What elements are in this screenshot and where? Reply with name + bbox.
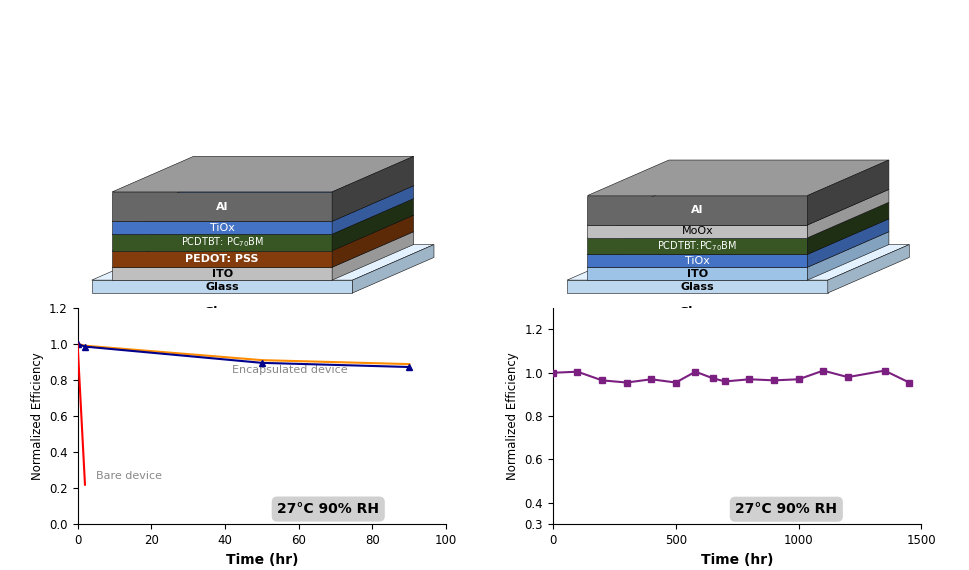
Text: Glass: Glass <box>678 306 715 319</box>
Polygon shape <box>587 189 888 225</box>
Polygon shape <box>567 245 908 280</box>
Text: MoOx: MoOx <box>681 226 712 237</box>
Polygon shape <box>806 160 888 225</box>
Text: Bare device: Bare device <box>96 471 162 481</box>
Polygon shape <box>587 219 888 254</box>
Polygon shape <box>112 186 413 221</box>
Text: ITO: ITO <box>211 268 233 279</box>
X-axis label: Time (hr): Time (hr) <box>226 553 297 567</box>
Text: PCDTBT:PC$_{70}$BM: PCDTBT:PC$_{70}$BM <box>657 239 736 253</box>
Polygon shape <box>806 189 888 238</box>
Polygon shape <box>331 186 413 234</box>
Text: Encapsulated device: Encapsulated device <box>233 365 348 375</box>
Y-axis label: Normalized Efficiency: Normalized Efficiency <box>31 352 44 480</box>
Text: TiOx: TiOx <box>684 256 709 266</box>
Polygon shape <box>112 234 331 251</box>
Polygon shape <box>567 280 827 293</box>
Y-axis label: Normalized Efficiency: Normalized Efficiency <box>506 352 518 480</box>
Polygon shape <box>587 196 806 225</box>
Text: 27°C 90% RH: 27°C 90% RH <box>277 502 379 516</box>
Polygon shape <box>587 238 806 254</box>
Polygon shape <box>331 215 413 267</box>
Polygon shape <box>112 251 331 267</box>
Polygon shape <box>331 231 413 280</box>
Polygon shape <box>112 267 331 280</box>
Polygon shape <box>92 245 433 280</box>
Polygon shape <box>587 231 888 267</box>
Text: PEDOT: PSS: PEDOT: PSS <box>185 254 259 264</box>
Polygon shape <box>587 202 888 238</box>
Text: Al: Al <box>216 202 228 211</box>
Polygon shape <box>587 267 806 280</box>
Text: Glass: Glass <box>205 282 238 291</box>
Polygon shape <box>331 156 413 221</box>
Text: PCDTBT: PC$_{70}$BM: PCDTBT: PC$_{70}$BM <box>180 235 264 249</box>
Polygon shape <box>331 198 413 251</box>
Polygon shape <box>112 192 331 221</box>
Text: 27°C 90% RH: 27°C 90% RH <box>735 502 836 516</box>
Polygon shape <box>112 198 413 234</box>
Polygon shape <box>112 231 413 267</box>
X-axis label: Time (hr): Time (hr) <box>701 553 772 567</box>
Text: Glass: Glass <box>680 282 713 291</box>
Text: Glass: Glass <box>203 306 240 319</box>
Polygon shape <box>806 202 888 254</box>
Polygon shape <box>112 215 413 251</box>
Text: TiOx: TiOx <box>209 223 234 233</box>
Text: Al: Al <box>691 205 703 215</box>
Polygon shape <box>112 221 331 234</box>
Polygon shape <box>352 245 433 293</box>
Polygon shape <box>587 254 806 267</box>
Polygon shape <box>827 245 908 293</box>
Polygon shape <box>587 160 888 196</box>
Polygon shape <box>587 225 806 238</box>
Polygon shape <box>112 156 413 192</box>
Polygon shape <box>92 280 352 293</box>
Text: ITO: ITO <box>686 268 707 279</box>
Polygon shape <box>806 219 888 267</box>
Polygon shape <box>806 231 888 280</box>
